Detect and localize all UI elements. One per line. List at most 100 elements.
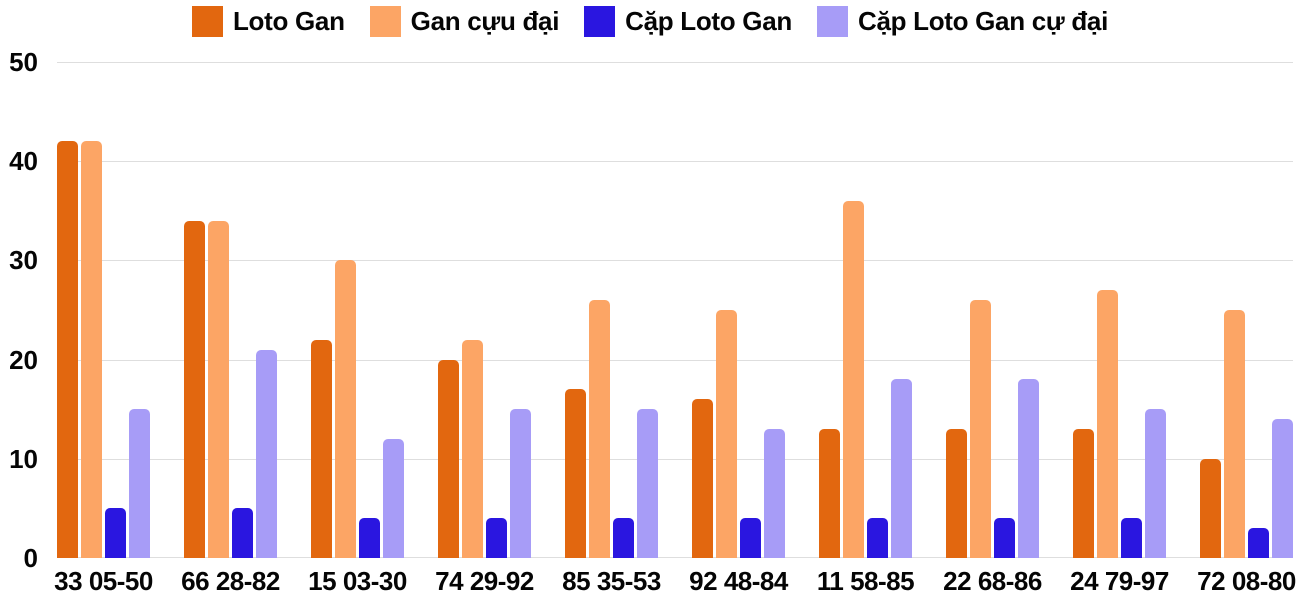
- x-tick: 15 03-30: [308, 566, 407, 596]
- bar-groups: [57, 62, 1293, 558]
- gridline: [57, 62, 1293, 63]
- x-axis: 33 05-50 66 28-82 15 03-30 74 29-92 85 35-53…: [54, 566, 1296, 596]
- x-tick-label: 85 35-53: [562, 566, 661, 596]
- bar-cap-loto-gan-cu-dai: [637, 409, 658, 558]
- bar-loto-gan: [438, 359, 459, 558]
- bar-loto-gan: [1200, 458, 1221, 558]
- x-tick-label: 33 05-50: [54, 566, 153, 596]
- legend-item-cap-loto-gan-cu-dai[interactable]: Cặp Loto Gan cự đại: [816, 5, 1109, 37]
- bar-group-2: [184, 62, 277, 558]
- y-tick-label: 10: [9, 443, 38, 474]
- bar-cap-loto-gan: [1248, 528, 1269, 558]
- x-tick-label: 74 29-92: [435, 566, 534, 596]
- x-tick-label: 72 08-80: [1197, 566, 1296, 596]
- legend-swatch-cap-loto-gan: [584, 5, 616, 37]
- legend-swatch-loto-gan: [191, 5, 223, 37]
- legend-item-cap-loto-gan[interactable]: Cặp Loto Gan: [584, 5, 792, 37]
- legend-label: Cặp Loto Gan cự đại: [857, 5, 1109, 36]
- bar-gan-cuu-dai: [81, 141, 102, 558]
- legend-item-loto-gan[interactable]: Loto Gan: [191, 5, 345, 37]
- bar-loto-gan: [57, 141, 78, 558]
- bar-cap-loto-gan: [486, 518, 507, 558]
- bar-group-1: [57, 62, 150, 558]
- bar-cap-loto-gan: [105, 508, 126, 558]
- x-tick: 11 58-85: [816, 566, 915, 596]
- gridline: [57, 260, 1293, 262]
- bar-cap-loto-gan: [232, 508, 253, 558]
- legend-label: Gan cựu đại: [410, 5, 560, 36]
- bar-group-4: [438, 62, 531, 558]
- y-tick-label: 40: [9, 146, 38, 177]
- bar-cap-loto-gan-cu-dai: [1145, 409, 1166, 558]
- legend-swatch-cap-loto-gan-cu-dai: [816, 5, 848, 37]
- bar-loto-gan: [692, 399, 713, 558]
- y-tick-label: 50: [9, 47, 38, 77]
- bar-loto-gan: [1073, 429, 1094, 558]
- plot-area: [57, 62, 1293, 558]
- x-tick: 33 05-50: [54, 566, 153, 596]
- bar-group-6: [692, 62, 785, 558]
- bar-cap-loto-gan: [994, 518, 1015, 558]
- bar-gan-cuu-dai: [335, 260, 356, 558]
- bar-group-8: [946, 62, 1039, 558]
- bar-loto-gan: [819, 429, 840, 558]
- y-tick-label: 0: [23, 543, 38, 573]
- bar-gan-cuu-dai: [462, 339, 483, 558]
- bar-gan-cuu-dai: [716, 310, 737, 558]
- bar-cap-loto-gan-cu-dai: [1272, 419, 1293, 558]
- bar-cap-loto-gan-cu-dai: [764, 429, 785, 558]
- bar-gan-cuu-dai: [970, 300, 991, 558]
- gridline: [57, 458, 1293, 460]
- bar-cap-loto-gan-cu-dai: [129, 409, 150, 558]
- bar-loto-gan: [184, 220, 205, 558]
- bar-cap-loto-gan-cu-dai: [383, 438, 404, 558]
- bar-group-7: [819, 62, 912, 558]
- bar-loto-gan: [311, 339, 332, 558]
- bar-group-10: [1200, 62, 1293, 558]
- x-tick-label: 24 79-97: [1070, 566, 1169, 596]
- bar-gan-cuu-dai: [1097, 290, 1118, 558]
- x-tick: 66 28-82: [181, 566, 280, 596]
- bar-loto-gan: [946, 429, 967, 558]
- bar-cap-loto-gan-cu-dai: [1018, 379, 1039, 558]
- chart-legend: Loto Gan Gan cựu đại Cặp Loto Gan Cặp Loto …: [0, 3, 1300, 39]
- x-tick: 24 79-97: [1070, 566, 1169, 596]
- bar-gan-cuu-dai: [208, 220, 229, 558]
- y-axis: 0 10 20 30 40 50: [0, 0, 40, 600]
- bar-cap-loto-gan: [1121, 518, 1142, 558]
- bar-group-5: [565, 62, 658, 558]
- y-tick-label: 20: [9, 344, 38, 375]
- bar-cap-loto-gan-cu-dai: [891, 379, 912, 558]
- bar-group-9: [1073, 62, 1166, 558]
- x-tick-label: 15 03-30: [308, 566, 407, 596]
- x-tick: 22 68-86: [943, 566, 1042, 596]
- y-tick-label: 30: [9, 245, 38, 276]
- bar-cap-loto-gan: [867, 518, 888, 558]
- legend-label: Loto Gan: [232, 5, 345, 36]
- gridline: [57, 557, 1293, 558]
- bar-gan-cuu-dai: [589, 300, 610, 558]
- bar-cap-loto-gan-cu-dai: [510, 409, 531, 558]
- bar-cap-loto-gan: [359, 518, 380, 558]
- x-tick: 74 29-92: [435, 566, 534, 596]
- bar-loto-gan: [565, 389, 586, 558]
- bar-cap-loto-gan-cu-dai: [256, 349, 277, 558]
- x-tick-label: 22 68-86: [943, 566, 1042, 596]
- x-tick-label: 92 48-84: [689, 566, 788, 596]
- bar-cap-loto-gan: [613, 518, 634, 558]
- legend-item-gan-cuu-dai[interactable]: Gan cựu đại: [369, 5, 560, 37]
- x-tick: 72 08-80: [1197, 566, 1296, 596]
- x-tick: 85 35-53: [562, 566, 661, 596]
- bar-cap-loto-gan: [740, 518, 761, 558]
- x-tick-label: 66 28-82: [181, 566, 280, 596]
- legend-label: Cặp Loto Gan: [625, 5, 792, 36]
- legend-swatch-gan-cuu-dai: [369, 5, 401, 37]
- bar-gan-cuu-dai: [1224, 310, 1245, 558]
- gridline: [57, 359, 1293, 361]
- gridline: [57, 161, 1293, 163]
- bar-group-3: [311, 62, 404, 558]
- x-tick: 92 48-84: [689, 566, 788, 596]
- x-tick-label: 11 58-85: [816, 566, 915, 596]
- bar-gan-cuu-dai: [843, 200, 864, 558]
